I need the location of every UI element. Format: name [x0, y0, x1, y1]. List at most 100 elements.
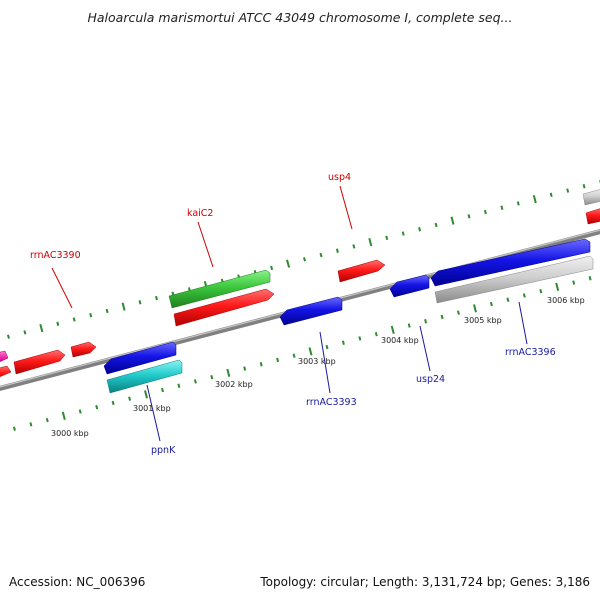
tick-label-3001kbp: 3001 kbp [133, 404, 171, 413]
gene-feature-gray[interactable] [582, 189, 600, 206]
forward-tick [582, 184, 586, 189]
forward-tick [155, 295, 158, 301]
gene-feature-gray[interactable] [434, 255, 594, 304]
tick-label-3002kbp: 3002 kbp [215, 380, 253, 389]
reverse-tick [588, 276, 592, 281]
reverse-tick [539, 288, 543, 294]
gene-feature-red[interactable] [70, 341, 97, 358]
reverse-genes [103, 189, 600, 394]
reverse-tick [243, 366, 247, 371]
reverse-tick [128, 396, 132, 401]
gene-feature-red[interactable] [13, 349, 66, 375]
reverse-tick [61, 411, 66, 420]
gene-feature-pink[interactable] [0, 350, 9, 366]
reverse-tick [29, 422, 33, 427]
gene-kaiC2-bar[interactable] [168, 269, 271, 309]
gene-feature-blue[interactable] [103, 341, 177, 375]
gene-label-usp24[interactable]: usp24 [416, 374, 445, 385]
forward-tick [6, 334, 10, 339]
reverse-tick [308, 347, 313, 356]
gene-usp24-bar[interactable] [389, 274, 430, 298]
forward-tick [335, 248, 339, 253]
genome-stats: Topology: circular; Length: 3,131,724 bp… [259, 575, 590, 589]
forward-tick [270, 265, 274, 271]
gene-rrnAC3396-bar[interactable] [430, 238, 591, 287]
forward-tick [401, 231, 405, 236]
forward-tick [72, 317, 76, 322]
forward-tick [532, 195, 537, 204]
forward-tick [385, 235, 389, 241]
leader-usp24 [419, 325, 431, 372]
reverse-tick [292, 353, 296, 358]
reverse-tick [555, 282, 560, 291]
forward-tick [549, 192, 553, 198]
reverse-tick [78, 409, 82, 414]
gene-usp4-bar[interactable] [337, 259, 386, 283]
gene-label-rrnAC3393[interactable]: rrnAC3393 [306, 397, 357, 408]
reverse-tick [111, 400, 115, 406]
forward-tick [138, 300, 142, 305]
gene-feature-red[interactable] [0, 365, 12, 381]
scale-labels: 3000 kbp 3001 kbp 3002 kbp 3003 kbp 3004… [51, 296, 585, 438]
forward-genes [0, 208, 600, 381]
tick-label-3000kbp: 3000 kbp [51, 429, 89, 438]
reverse-tick [95, 405, 99, 410]
leader-rrnAC3396 [518, 301, 528, 345]
tick-label-3005kbp: 3005 kbp [464, 316, 502, 325]
label-leaders [51, 185, 528, 442]
forward-tick [23, 330, 27, 335]
leader-ppnK [146, 384, 161, 442]
forward-tick [418, 227, 422, 232]
gene-ppnK-bar[interactable] [106, 359, 183, 394]
forward-tick [500, 205, 504, 210]
forward-tick [303, 257, 306, 262]
gene-feature-red[interactable] [585, 208, 600, 225]
forward-tick [450, 216, 455, 225]
forward-tick [89, 313, 93, 318]
reverse-tick [341, 340, 345, 345]
reverse-tick [473, 304, 477, 313]
reverse-tick [374, 331, 378, 337]
gene-feature-red[interactable] [173, 288, 275, 327]
reverse-tick [226, 368, 231, 377]
gene-label-kaiC2[interactable]: kaiC2 [187, 208, 213, 219]
forward-tick [483, 209, 487, 215]
reverse-tick [440, 314, 444, 320]
reverse-tick [259, 362, 263, 367]
reverse-tick [193, 379, 197, 384]
forward-tick [39, 323, 44, 333]
leader-rrnAC3393 [319, 331, 331, 394]
forward-tick [121, 302, 126, 311]
reverse-tick [424, 319, 428, 324]
gene-rrnAC3393-bar[interactable] [279, 296, 343, 326]
forward-tick [105, 308, 109, 314]
gene-labels: rrnAC3390 kaiC2 usp4 ppnK rrnAC3393 usp2… [30, 172, 556, 456]
gene-label-usp4[interactable]: usp4 [328, 172, 351, 183]
reverse-tick [161, 387, 164, 393]
reverse-tick [572, 280, 576, 285]
reverse-tick [12, 426, 16, 431]
reverse-tick [177, 383, 181, 388]
map-title: Haloarcula marismortui ATCC 43049 chromo… [88, 10, 513, 25]
reverse-tick [144, 390, 148, 399]
accession-label: Accession: NC_006396 [9, 575, 145, 589]
forward-tick [467, 214, 471, 219]
reverse-tick [325, 344, 329, 350]
reverse-tick [407, 323, 411, 328]
reverse-tick [276, 357, 280, 363]
leader-usp4 [339, 185, 353, 230]
gene-label-rrnAC3390[interactable]: rrnAC3390 [30, 250, 81, 261]
tick-label-3004kbp: 3004 kbp [381, 336, 419, 345]
leader-kaiC2 [197, 221, 214, 268]
reverse-tick [506, 297, 510, 302]
forward-tick [434, 222, 438, 228]
leader-rrnAC3390 [51, 267, 73, 309]
reverse-tick [457, 310, 460, 315]
tick-label-3006kbp: 3006 kbp [547, 296, 585, 305]
reverse-tick [390, 325, 395, 334]
forward-tick [516, 201, 520, 206]
tick-label-3003kbp: 3003 kbp [298, 357, 336, 366]
gene-label-ppnK[interactable]: ppnK [151, 445, 176, 456]
gene-label-rrnAC3396[interactable]: rrnAC3396 [505, 347, 556, 358]
